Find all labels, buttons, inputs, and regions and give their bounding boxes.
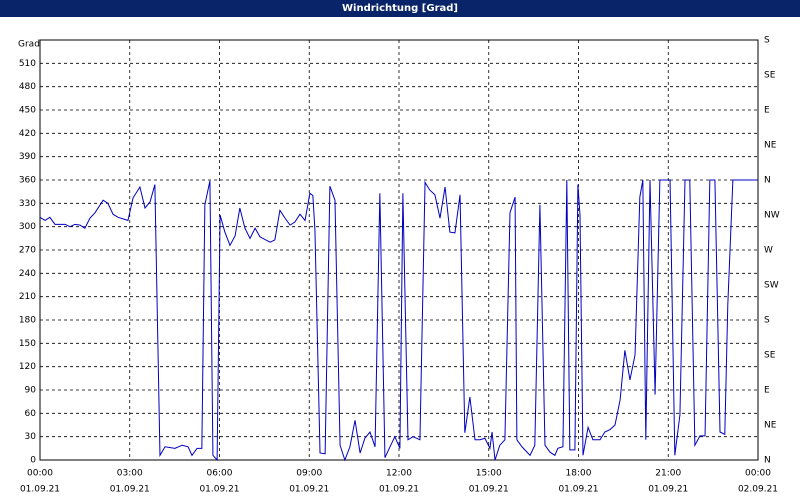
y-tick-label: 300 — [19, 222, 36, 232]
title-bar: Windrichtung [Grad] — [0, 0, 800, 17]
y-axis-label: Grad — [18, 40, 40, 50]
y2-tick-label: W — [764, 246, 773, 256]
y2-tick-label: SE — [764, 71, 776, 81]
x-tick-date: 01.09.21 — [20, 485, 60, 495]
y-tick-label: 450 — [19, 106, 36, 116]
x-tick-label: 00:00 — [745, 469, 771, 479]
y-tick-label: 240 — [19, 269, 36, 279]
y-tick-label: 390 — [19, 152, 36, 162]
y-tick-label: 330 — [19, 199, 36, 209]
y-tick-label: 420 — [19, 129, 36, 139]
y2-tick-label: E — [764, 106, 770, 116]
x-tick-label: 18:00 — [566, 469, 592, 479]
x-tick-date: 01.09.21 — [379, 485, 419, 495]
y2-tick-label: N — [764, 456, 771, 466]
data-line — [39, 179, 758, 462]
x-tick-label: 21:00 — [655, 469, 681, 479]
x-tick-date: 01.09.21 — [558, 485, 598, 495]
y-tick-label: 90 — [25, 386, 37, 396]
y-tick-label: 0 — [30, 456, 36, 466]
y2-tick-label: SW — [764, 281, 779, 291]
y2-tick-label: SE — [764, 351, 776, 361]
chart: Grad 0 30 60 90 120 150 180 210 240 270 300 330 360 3… — [18, 36, 780, 495]
y2-tick-label: NW — [764, 211, 780, 221]
y-tick-label: 270 — [19, 246, 36, 256]
y-tick-label: 480 — [19, 82, 36, 92]
y-tick-label: 180 — [19, 316, 36, 326]
y2-tick-label: S — [764, 316, 770, 326]
y2-tick-label: N — [764, 176, 771, 186]
x-tick-date: 01.09.21 — [648, 485, 688, 495]
x-tick-label: 06:00 — [207, 469, 233, 479]
x-tick-label: 00:00 — [27, 469, 53, 479]
y2-tick-label: NE — [764, 141, 777, 151]
x-tick-date: 02.09.21 — [738, 485, 778, 495]
y-tick-label: 150 — [19, 339, 36, 349]
y-tick-label: 120 — [19, 362, 36, 372]
x-tick-label: 12:00 — [386, 469, 412, 479]
y-tick-label: 30 — [25, 432, 37, 442]
x-tick-date: 01.09.21 — [110, 485, 150, 495]
y-tick-label: 510 — [19, 59, 36, 69]
x-tick-date: 01.09.21 — [199, 485, 239, 495]
x-tick-label: 15:00 — [476, 469, 502, 479]
y-tick-label: 210 — [19, 292, 36, 302]
y2-tick-label: E — [764, 386, 770, 396]
x-tick-label: 03:00 — [117, 469, 143, 479]
y-tick-label: 60 — [25, 409, 37, 419]
x-tick-date: 01.09.21 — [469, 485, 509, 495]
y-tick-label: 360 — [19, 176, 36, 186]
x-tick-label: 09:00 — [296, 469, 322, 479]
plot-frame — [39, 39, 759, 461]
y2-tick-label: S — [764, 36, 770, 46]
x-tick-date: 01.09.21 — [289, 485, 329, 495]
y2-tick-label: NE — [764, 421, 777, 431]
